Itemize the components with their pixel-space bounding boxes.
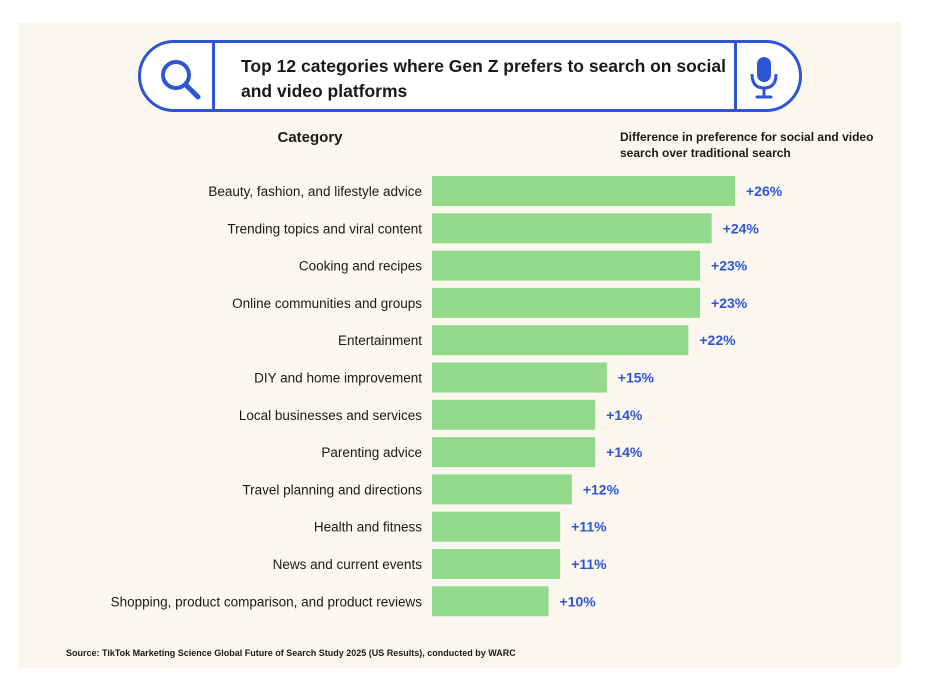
- search-icon: [161, 60, 201, 100]
- value-label: +10%: [560, 593, 597, 609]
- category-label: Health and fitness: [314, 520, 422, 535]
- value-label: +26%: [746, 183, 783, 199]
- category-column-header: Category: [277, 129, 343, 146]
- search-bar-divider: [212, 43, 215, 109]
- bar: [432, 437, 596, 468]
- search-bar-divider: [734, 43, 737, 109]
- search-bar: Top 12 categories where Gen Z prefers to…: [138, 40, 802, 112]
- bar: [432, 250, 701, 281]
- value-label: +22%: [699, 332, 736, 348]
- source-note: Source: TikTok Marketing Science Global …: [66, 648, 516, 658]
- value-label: +14%: [606, 407, 643, 423]
- value-label: +14%: [606, 444, 643, 460]
- bar: [432, 325, 689, 356]
- value-label: +11%: [571, 519, 607, 535]
- category-label: Parenting advice: [321, 445, 422, 460]
- value-label: +24%: [723, 220, 760, 236]
- category-label: Travel planning and directions: [242, 482, 422, 497]
- bar: [432, 586, 549, 617]
- value-label: +12%: [583, 481, 620, 497]
- bar: [432, 511, 561, 542]
- category-label: Cooking and recipes: [299, 259, 422, 274]
- category-label: Shopping, product comparison, and produc…: [111, 594, 423, 609]
- category-label: Trending topics and viral content: [227, 221, 422, 236]
- bar: [432, 399, 596, 430]
- category-label: Entertainment: [338, 333, 422, 348]
- chart-title: Top 12 categories where Gen Z prefers to…: [241, 56, 726, 101]
- bar: [432, 176, 735, 206]
- bar: [432, 213, 712, 244]
- mic-icon: [750, 57, 778, 99]
- value-label: +15%: [618, 370, 655, 386]
- bar: [432, 362, 607, 393]
- value-label: +11%: [571, 556, 607, 572]
- bar: [432, 287, 701, 318]
- bar: [432, 474, 572, 505]
- bar: [432, 549, 561, 579]
- value-label: +23%: [711, 295, 748, 311]
- category-label: Beauty, fashion, and lifestyle advice: [208, 184, 422, 199]
- difference-column-header: Difference in preference for social and …: [620, 130, 874, 160]
- value-label: +23%: [711, 258, 748, 274]
- category-label: DIY and home improvement: [254, 371, 422, 386]
- category-label: Online communities and groups: [232, 296, 422, 311]
- category-label: News and current events: [273, 557, 423, 572]
- category-label: Local businesses and services: [239, 408, 422, 423]
